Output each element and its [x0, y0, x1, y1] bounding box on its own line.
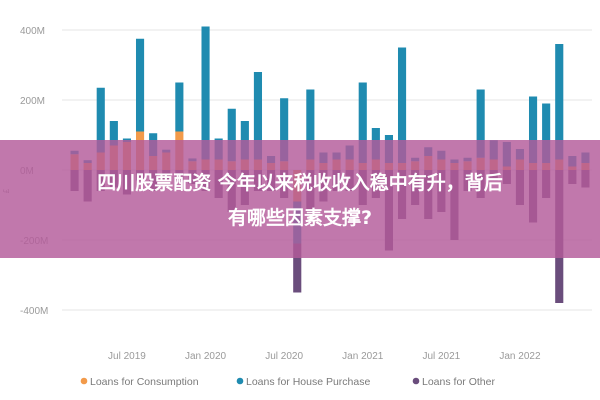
y-tick-label: -400M	[20, 306, 48, 317]
y-tick-label: 200M	[20, 96, 45, 107]
overlay-banner: 四川股票配资 今年以来税收收入稳中有升，背后 有哪些因素支撑?	[0, 140, 600, 258]
bar-segment	[201, 26, 210, 160]
bar-segment	[293, 243, 302, 293]
legend: Loans for Consumption Loans for House Pur…	[80, 376, 495, 388]
x-tick-label: Jul 2019	[108, 351, 146, 362]
legend-marker	[412, 377, 420, 385]
legend-label: Loans for Other	[422, 376, 495, 388]
bar-segment	[175, 82, 184, 132]
legend-marker	[80, 377, 88, 385]
bar-segment	[280, 98, 289, 162]
legend-label: Loans for Consumption	[90, 376, 199, 388]
bar-segment	[358, 82, 367, 163]
legend-marker	[236, 377, 244, 385]
bar-segment	[227, 108, 236, 162]
bar-segment	[306, 89, 315, 160]
bar-segment	[96, 87, 105, 153]
x-tick-label: Jan 2022	[499, 351, 541, 362]
bar-segment	[476, 89, 485, 158]
x-tick-label: Jan 2020	[185, 351, 227, 362]
bar-segment	[109, 121, 118, 146]
bar-segment	[555, 44, 564, 160]
overlay-title-line-2: 有哪些因素支撑?	[228, 206, 372, 229]
bar-segment	[528, 96, 538, 163]
y-tick-label: 400M	[20, 26, 45, 37]
x-tick-label: Jan 2021	[342, 351, 384, 362]
bar-segment	[397, 47, 407, 163]
overlay-banner-background	[0, 140, 600, 258]
legend-label: Loans for House Purchase	[246, 376, 370, 388]
overlay-title-line-1: 四川股票配资 今年以来税收收入稳中有升，背后	[97, 171, 503, 194]
bar-segment	[135, 38, 145, 132]
x-tick-label: Jul 2020	[265, 351, 303, 362]
x-tick-label: Jul 2021	[422, 351, 460, 362]
bar-segment	[542, 103, 551, 163]
bar-segment	[253, 72, 263, 160]
x-axis-ticks: Jul 2019 Jan 2020 Jul 2020 Jan 2021 Jul 2021…	[108, 351, 541, 362]
